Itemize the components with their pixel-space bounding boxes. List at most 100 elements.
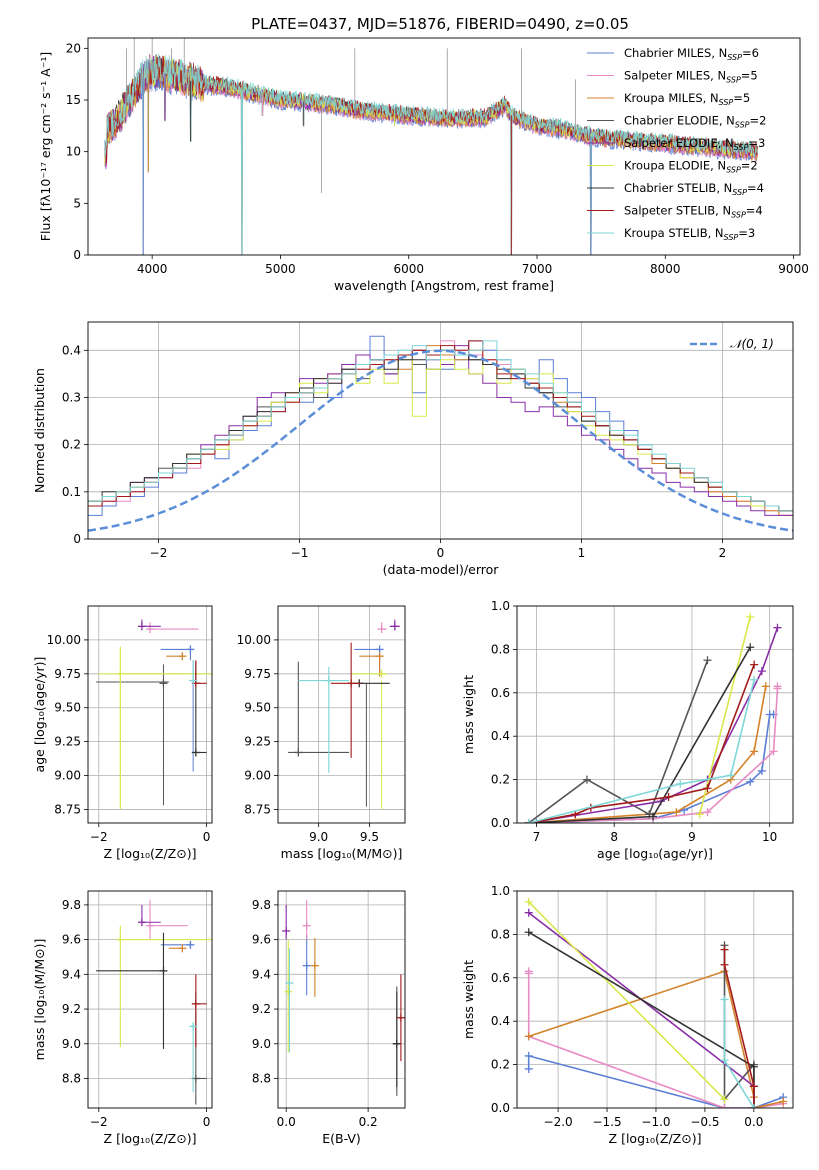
series-line-3 <box>528 660 709 823</box>
legend-label: Chabrier MILES, NSSP=6 <box>624 46 759 62</box>
y-tick-label: 9.8 <box>62 898 81 912</box>
axes-frame <box>516 890 794 1109</box>
series-marker-1 <box>773 682 782 691</box>
data-point-3 <box>191 991 207 1105</box>
mass-vs-Z-points <box>96 899 212 1105</box>
x-tick-label: −1 <box>291 546 309 560</box>
legend-label: Kroupa MILES, NSSP=5 <box>624 91 750 107</box>
spectrum-series-7 <box>104 54 758 255</box>
series-marker-8 <box>524 819 533 823</box>
y-axis-label: mass weight <box>461 675 476 754</box>
series-marker-1 <box>720 1104 729 1108</box>
legend-label: Salpeter ELODIE, NSSP=3 <box>624 136 765 152</box>
y-tick-label: 9.4 <box>62 967 81 981</box>
x-tick-label: 0 <box>203 830 211 844</box>
axes-frame <box>87 37 801 256</box>
y-tick-label: 9.8 <box>252 898 271 912</box>
series-marker-7 <box>720 945 729 954</box>
y-tick-label: 9.25 <box>244 735 271 749</box>
series-line-6 <box>528 931 755 1108</box>
x-tick-label: 10 <box>762 830 777 844</box>
y-tick-label: 9.75 <box>54 667 81 681</box>
histogram-series-7 <box>88 340 793 516</box>
y-tick-label: 0.2 <box>62 438 81 452</box>
series-line-7 <box>723 949 755 1108</box>
data-point-6 <box>191 661 207 757</box>
data-point-4 <box>282 904 291 940</box>
age-vs-Z-points <box>96 619 212 810</box>
y-axis-label: Normed distribution <box>32 368 47 493</box>
y-tick-label: 9.00 <box>54 769 81 783</box>
y-tick-label: 8.8 <box>252 1071 271 1085</box>
histogram-series-4 <box>88 345 793 521</box>
x-axis-label: Z [log₁₀(Z/Z⊙)] <box>104 846 197 861</box>
x-tick-label: 4000 <box>137 262 168 276</box>
y-tick-label: 0.0 <box>491 1101 510 1115</box>
axes-frame <box>516 605 794 824</box>
series-marker-6 <box>749 1062 758 1071</box>
data-point-3 <box>288 661 350 757</box>
x-axis-label: (data-model)/error <box>383 562 500 577</box>
data-point-8 <box>298 667 350 773</box>
y-tick-label: 9.25 <box>54 735 81 749</box>
data-point-8 <box>189 660 198 685</box>
series-marker-1 <box>524 969 533 978</box>
x-tick-label: 0.0 <box>277 1115 296 1129</box>
series-marker-3 <box>703 656 712 665</box>
y-tick-label: 0.0 <box>491 816 510 830</box>
mass-vs-Z-panel: −2 0 8.8 9.0 9.2 9.4 9.6 9.8 Z [log₁₀(Z/Z⊙)] mass… <box>32 890 213 1146</box>
mass-weight-vs-age-lines <box>524 612 782 823</box>
legend-label: Kroupa ELODIE, NSSP=2 <box>624 159 758 175</box>
y-tick-label: 9.75 <box>244 667 271 681</box>
data-point-2 <box>166 652 187 661</box>
series-line-7 <box>528 664 755 823</box>
figure-title: PLATE=0437, MJD=51876, FIBERID=0490, z=0… <box>251 15 629 33</box>
y-tick-label: 0.1 <box>62 485 81 499</box>
data-point-2 <box>359 652 384 677</box>
series-marker-5 <box>746 612 755 621</box>
series-marker-0 <box>524 1064 533 1073</box>
y-tick-label: 1.0 <box>491 884 510 898</box>
data-point-4 <box>389 619 400 631</box>
x-tick-label: 8000 <box>650 262 681 276</box>
age-vs-Z-panel: −2 0 8.75 9.00 9.25 9.50 9.75 10.00 Z [log₁₀(Z/Z… <box>32 605 213 861</box>
series-marker-2 <box>779 1097 788 1106</box>
series-marker-4 <box>524 908 533 917</box>
x-tick-label: 0 <box>203 1115 211 1129</box>
series-marker-8 <box>726 771 735 780</box>
series-line-5 <box>528 901 726 1100</box>
y-tick-label: 8.75 <box>244 802 271 816</box>
series-marker-6 <box>524 928 533 937</box>
spectrum-lines <box>104 38 758 255</box>
data-point-5 <box>116 646 212 810</box>
y-tick-label: 9.00 <box>244 769 271 783</box>
y-tick-label: 0.3 <box>62 390 81 404</box>
series-marker-2 <box>524 1032 533 1041</box>
x-tick-label: 6000 <box>393 262 424 276</box>
histogram-series-5 <box>88 359 793 516</box>
y-tick-label: 0.4 <box>62 343 81 357</box>
x-axis-label: wavelength [Angstrom, rest frame] <box>334 278 554 293</box>
mass-weight-vs-Z-panel: −2.0 −1.5 −1.0 −0.5 0.0 0.0 0.2 0.4 0.6 0.8 1.0 Z [… <box>461 884 794 1146</box>
y-tick-label: 0 <box>73 532 81 546</box>
data-point-7 <box>396 974 405 1062</box>
mass-vs-EBV-panel: 0.0 0.2 8.8 9.0 9.2 9.4 9.6 9.8 E(B-V) <box>252 890 406 1146</box>
y-tick-label: 1.0 <box>491 599 510 613</box>
histograms <box>88 335 793 532</box>
series-marker-0 <box>524 1051 533 1060</box>
series-marker-6 <box>746 643 755 652</box>
axes-frame <box>87 890 213 1109</box>
x-axis-label: E(B-V) <box>322 1131 361 1146</box>
x-tick-label: −1.0 <box>641 1115 670 1129</box>
x-tick-label: 7 <box>533 830 541 844</box>
series-marker-0 <box>757 766 766 775</box>
axes-frame <box>87 605 213 824</box>
x-axis-label: mass [log₁₀(M/M⊙)] <box>281 846 403 861</box>
histogram-series-1 <box>88 340 793 521</box>
x-tick-label: 0 <box>437 546 445 560</box>
data-point-3 <box>159 679 168 688</box>
legend-label: Chabrier STELIB, NSSP=4 <box>624 181 764 197</box>
spectrum-series-8 <box>104 53 758 255</box>
data-point-5 <box>116 925 212 1048</box>
